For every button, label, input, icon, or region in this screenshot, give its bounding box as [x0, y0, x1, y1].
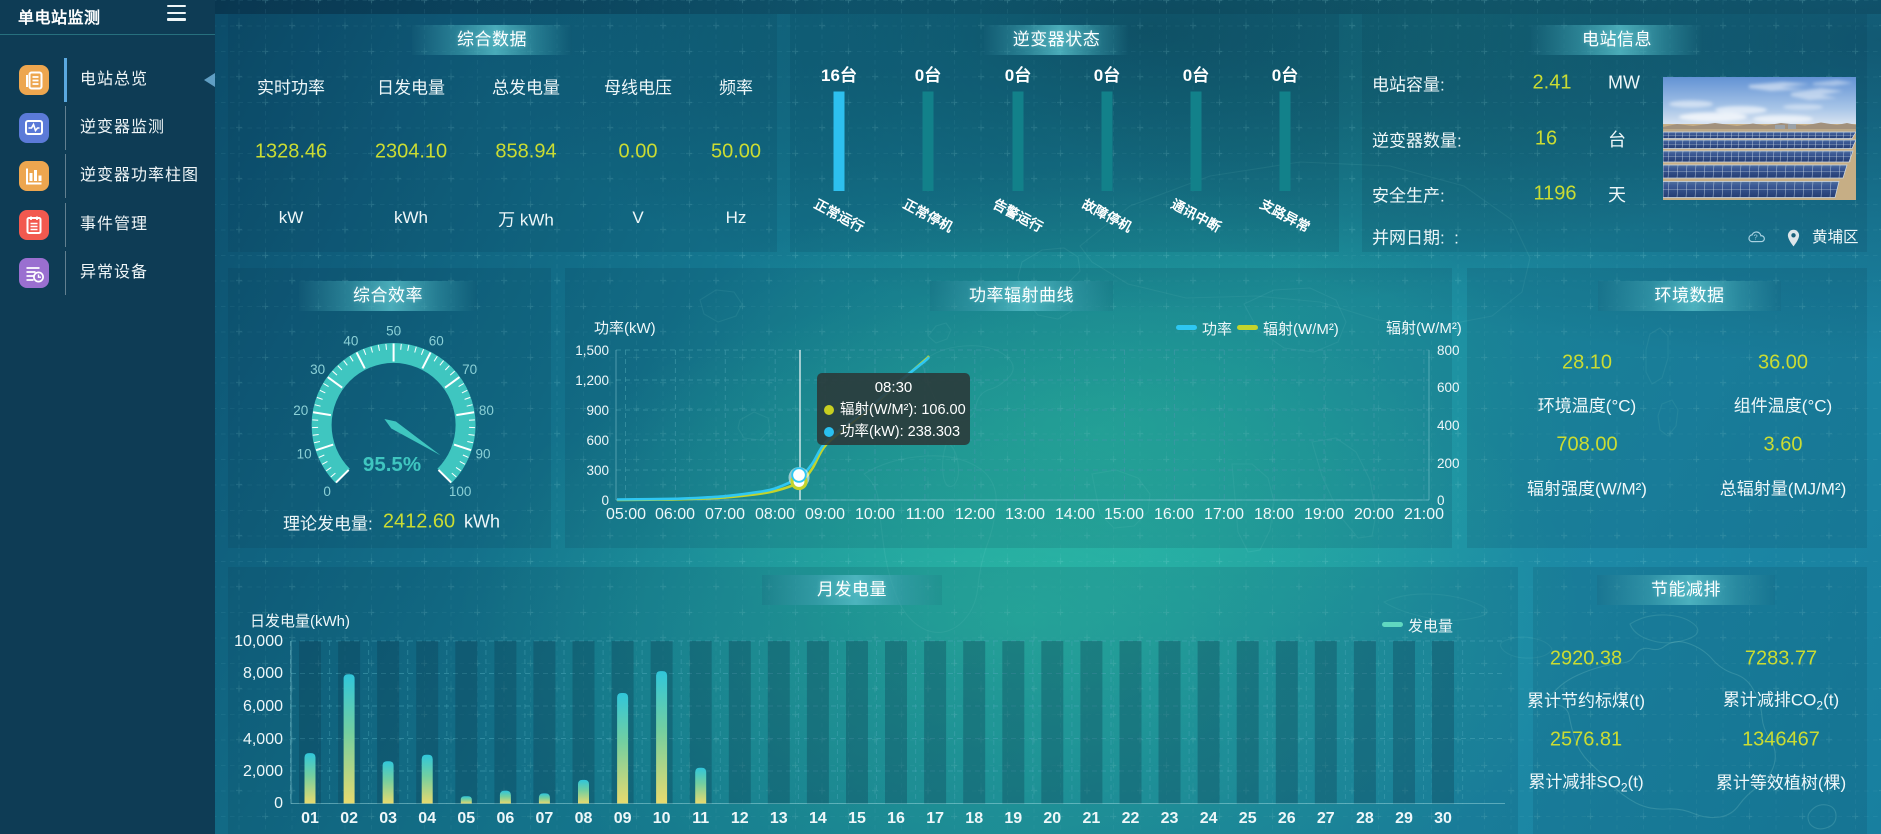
svg-text:12:00: 12:00: [955, 506, 995, 523]
svg-text:23: 23: [1161, 810, 1179, 827]
svg-text:21:00: 21:00: [1404, 506, 1444, 523]
svg-text:03: 03: [379, 810, 397, 827]
svg-text:02: 02: [340, 810, 358, 827]
svg-text:10: 10: [653, 810, 671, 827]
svg-text:故障停机: 故障停机: [1080, 196, 1136, 236]
svg-text:16: 16: [887, 810, 905, 827]
svg-text:17: 17: [926, 810, 944, 827]
svg-text:90: 90: [475, 447, 490, 462]
svg-text:26: 26: [1278, 810, 1296, 827]
svg-text:27: 27: [1317, 810, 1335, 827]
svg-text:50: 50: [386, 324, 401, 339]
svg-text:10:00: 10:00: [855, 506, 895, 523]
svg-text:0台: 0台: [1094, 65, 1120, 85]
svg-text:09:00: 09:00: [805, 506, 845, 523]
svg-text:14: 14: [809, 810, 827, 827]
svg-text:06: 06: [497, 810, 515, 827]
svg-text:01: 01: [301, 810, 319, 827]
svg-text:30: 30: [310, 362, 325, 377]
svg-text:40: 40: [343, 334, 358, 349]
svg-text:95.5%: 95.5%: [363, 453, 421, 476]
svg-text:功率: 功率: [1202, 321, 1232, 338]
svg-text:0台: 0台: [1005, 65, 1031, 85]
svg-text:07: 07: [536, 810, 554, 827]
svg-text:0台: 0台: [915, 65, 941, 85]
svg-text:12: 12: [731, 810, 749, 827]
svg-text:18:00: 18:00: [1254, 506, 1294, 523]
svg-text:辐射(W/M²): 辐射(W/M²): [1386, 320, 1462, 337]
svg-text:支路异常: 支路异常: [1257, 195, 1313, 235]
svg-text:16:00: 16:00: [1154, 506, 1194, 523]
svg-text:05: 05: [457, 810, 475, 827]
svg-text:功率(kW): 功率(kW): [594, 320, 656, 337]
svg-text:15: 15: [848, 810, 866, 827]
svg-text:24: 24: [1200, 810, 1218, 827]
svg-text:11: 11: [692, 810, 709, 827]
svg-text:60: 60: [429, 334, 444, 349]
svg-text:600: 600: [1437, 380, 1460, 395]
svg-text:13: 13: [770, 810, 788, 827]
svg-text:6,000: 6,000: [243, 698, 283, 715]
svg-text:10: 10: [297, 447, 312, 462]
svg-text:10,000: 10,000: [234, 633, 283, 650]
svg-text:19:00: 19:00: [1304, 506, 1344, 523]
svg-text:11:00: 11:00: [906, 506, 945, 523]
svg-text:05:00: 05:00: [606, 506, 646, 523]
svg-text:15:00: 15:00: [1104, 506, 1144, 523]
svg-text:20: 20: [1043, 810, 1061, 827]
svg-text:200: 200: [1437, 456, 1460, 471]
svg-text:900: 900: [586, 403, 609, 418]
svg-text:2,000: 2,000: [243, 763, 283, 780]
svg-text:0台: 0台: [1272, 65, 1298, 85]
svg-text:通讯中断: 通讯中断: [1169, 196, 1225, 236]
svg-text:800: 800: [1437, 343, 1460, 358]
svg-text:0: 0: [601, 493, 609, 508]
svg-text:1,500: 1,500: [575, 343, 609, 358]
svg-text:0台: 0台: [1183, 65, 1209, 85]
svg-text:21: 21: [1083, 810, 1101, 827]
svg-text:19: 19: [1004, 810, 1022, 827]
svg-text:29: 29: [1395, 810, 1413, 827]
svg-text:正常停机: 正常停机: [901, 196, 957, 236]
svg-text:80: 80: [479, 403, 494, 418]
svg-text:08: 08: [575, 810, 593, 827]
svg-text:600: 600: [586, 433, 609, 448]
svg-text:22: 22: [1122, 810, 1140, 827]
svg-text:20:00: 20:00: [1354, 506, 1394, 523]
svg-text:28: 28: [1356, 810, 1374, 827]
svg-text:正常运行: 正常运行: [812, 196, 868, 236]
svg-text:0: 0: [323, 484, 331, 499]
svg-text:30: 30: [1434, 810, 1452, 827]
svg-text:14:00: 14:00: [1055, 506, 1095, 523]
svg-text:0: 0: [274, 795, 283, 812]
svg-text:辐射(W/M²): 辐射(W/M²): [1263, 321, 1339, 338]
svg-text:告警运行: 告警运行: [991, 196, 1047, 236]
svg-text:8,000: 8,000: [243, 665, 283, 682]
svg-text:4,000: 4,000: [243, 731, 283, 748]
svg-text:18: 18: [965, 810, 983, 827]
svg-text:300: 300: [586, 463, 609, 478]
svg-text:发电量: 发电量: [1408, 618, 1453, 635]
svg-text:400: 400: [1437, 418, 1460, 433]
svg-text:25: 25: [1239, 810, 1257, 827]
svg-text:70: 70: [462, 362, 477, 377]
svg-text:13:00: 13:00: [1005, 506, 1045, 523]
svg-text:17:00: 17:00: [1204, 506, 1244, 523]
svg-text:?: ?: [1754, 233, 1758, 242]
svg-text:07:00: 07:00: [705, 506, 745, 523]
svg-text:日发电量(kWh): 日发电量(kWh): [250, 613, 350, 630]
svg-text:16台: 16台: [821, 65, 857, 85]
svg-text:08:00: 08:00: [755, 506, 795, 523]
svg-text:06:00: 06:00: [655, 506, 695, 523]
svg-text:0: 0: [1437, 493, 1445, 508]
svg-text:1,200: 1,200: [575, 373, 609, 388]
svg-text:20: 20: [293, 403, 308, 418]
svg-text:100: 100: [449, 484, 472, 499]
svg-text:09: 09: [614, 810, 632, 827]
svg-text:04: 04: [418, 810, 436, 827]
